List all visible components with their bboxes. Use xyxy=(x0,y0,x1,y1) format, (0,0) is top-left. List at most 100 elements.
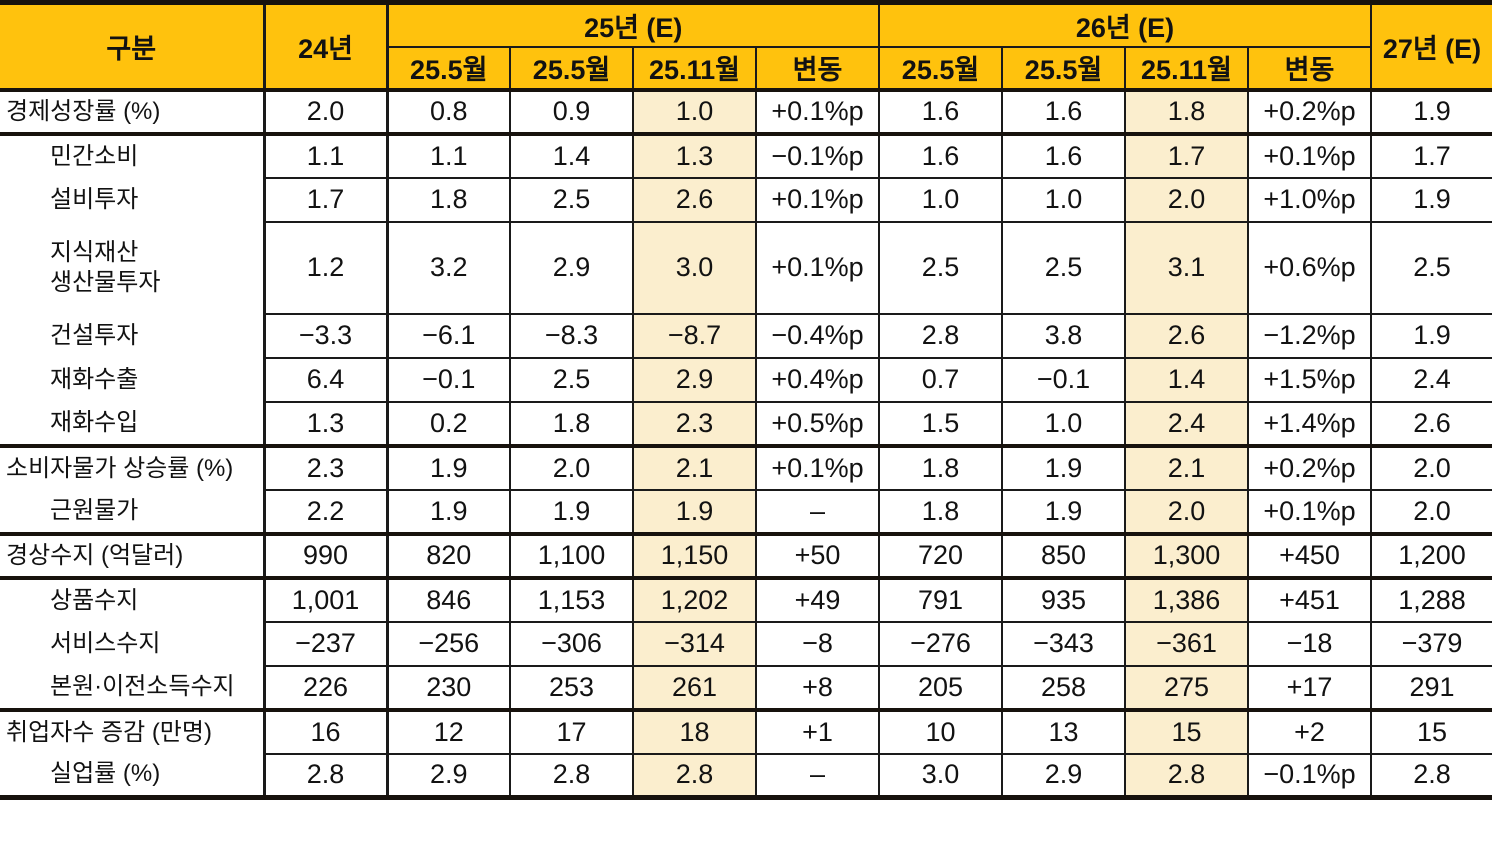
cell: 1.9 xyxy=(1370,87,1492,135)
table-row: 재화수입 1.3 0.2 1.8 2.3 +0.5%p 1.5 1.0 2.4 +1.4%p 2.6 xyxy=(0,400,1492,447)
cell: 1.1 xyxy=(385,131,511,179)
cell-highlighted: 2.0 xyxy=(1124,176,1249,223)
cell: 2.8 xyxy=(509,752,634,799)
cell: 2.4 xyxy=(1370,356,1492,403)
cell: −1.2%p xyxy=(1247,312,1372,359)
cell: +0.1%p xyxy=(755,443,880,491)
cell: +49 xyxy=(755,575,880,623)
cell: 1.8 xyxy=(878,488,1003,535)
cell: 1.9 xyxy=(509,488,634,535)
cell: +0.4%p xyxy=(755,356,880,403)
table-row: 재화수출 6.4 −0.1 2.5 2.9 +0.4%p 0.7 −0.1 1.4 +1.5%p 2… xyxy=(0,356,1492,403)
cell: −8 xyxy=(755,620,880,667)
row-label: 소비자물가 상승률 (%) xyxy=(0,443,265,490)
header-group-25: 25년 (E) xyxy=(385,1,880,48)
cell: 1.1 xyxy=(262,131,388,179)
cell: 2.5 xyxy=(509,176,634,223)
cell: −0.1%p xyxy=(1247,752,1372,799)
header-row-groups: 구분 24년 25년 (E) 26년 (E) 27년 (E) xyxy=(0,1,1492,91)
cell-highlighted: 275 xyxy=(1124,664,1249,711)
cell: −379 xyxy=(1370,620,1492,667)
cell: +0.6%p xyxy=(1247,220,1372,315)
cell-highlighted: 261 xyxy=(632,664,757,711)
cell-highlighted: 1.9 xyxy=(632,488,757,535)
table-row: 설비투자 1.7 1.8 2.5 2.6 +0.1%p 1.0 1.0 2.0 +1.0%p 1.9 xyxy=(0,176,1492,223)
cell: −0.1 xyxy=(385,356,511,403)
cell: −8.3 xyxy=(509,312,634,359)
cell: 1.9 xyxy=(1370,176,1492,223)
table-row: 경상수지 (억달러) 990 820 1,100 1,150 +50 720 850 1,300… xyxy=(0,531,1492,579)
cell: +0.2%p xyxy=(1247,443,1372,491)
cell-highlighted: −361 xyxy=(1124,620,1249,667)
header-group-26: 26년 (E) xyxy=(878,1,1372,48)
cell: 2.6 xyxy=(1370,400,1492,447)
cell-highlighted: 2.4 xyxy=(1124,400,1249,447)
cell-highlighted: 3.1 xyxy=(1124,220,1249,315)
cell-highlighted: 2.6 xyxy=(1124,312,1249,359)
cell: 2.8 xyxy=(878,312,1003,359)
cell: 1.9 xyxy=(1001,488,1126,535)
cell: −237 xyxy=(262,620,388,667)
cell: 0.8 xyxy=(385,87,511,135)
table-row: 소비자물가 상승률 (%) 2.3 1.9 2.0 2.1 +0.1%p 1.8 1.9 2.1… xyxy=(0,443,1492,491)
cell: +0.1%p xyxy=(755,220,880,315)
cell: +2 xyxy=(1247,707,1372,755)
cell: 1.5 xyxy=(878,400,1003,447)
cell: 1.6 xyxy=(1001,87,1126,135)
cell-highlighted: −314 xyxy=(632,620,757,667)
cell: 1.8 xyxy=(878,443,1003,491)
cell: 10 xyxy=(878,707,1003,755)
cell: 2.9 xyxy=(509,220,634,315)
cell: 846 xyxy=(385,575,511,623)
cell: 1.3 xyxy=(262,400,388,447)
cell: 3.8 xyxy=(1001,312,1126,359)
cell: −0.4%p xyxy=(755,312,880,359)
cell: −0.1 xyxy=(1001,356,1126,403)
table-row: 상품수지 1,001 846 1,153 1,202 +49 791 935 1,386 +451… xyxy=(0,575,1492,623)
header-25-may-a: 25.5월 xyxy=(385,45,511,91)
cell: 205 xyxy=(878,664,1003,711)
cell: 2.0 xyxy=(509,443,634,491)
cell: 2.8 xyxy=(1370,752,1492,799)
cell: 0.9 xyxy=(509,87,634,135)
table-row: 근원물가 2.2 1.9 1.9 1.9–1.8 1.9 2.0 +0.1%p 2.0 xyxy=(0,488,1492,535)
header-26-nov: 25.11월 xyxy=(1124,45,1249,91)
cell: −6.1 xyxy=(385,312,511,359)
cell: 3.2 xyxy=(385,220,511,315)
cell: 1,153 xyxy=(509,575,634,623)
cell: 1.2 xyxy=(262,220,388,315)
cell: −256 xyxy=(385,620,511,667)
cell: 12 xyxy=(385,707,511,755)
cell-highlighted: 2.6 xyxy=(632,176,757,223)
cell: 2.0 xyxy=(262,87,388,135)
row-label: 취업자수 증감 (만명) xyxy=(0,707,265,754)
cell: −343 xyxy=(1001,620,1126,667)
cell: 3.0 xyxy=(878,752,1003,799)
cell: +0.1%p xyxy=(1247,131,1372,179)
cell: +0.2%p xyxy=(1247,87,1372,135)
cell-highlighted: 1.7 xyxy=(1124,131,1249,179)
header-row-subcolumns: 25.5월 25.5월 25.11월 변동 25.5월 25.5월 25.11월… xyxy=(0,45,1492,91)
cell: 2.9 xyxy=(1001,752,1126,799)
table-row: 서비스수지 −237 −256 −306 −314 −8 −276 −343 −361 −18 −3… xyxy=(0,620,1492,667)
cell: 1.0 xyxy=(1001,400,1126,447)
row-label: 지식재산 생산물투자 xyxy=(0,221,265,314)
cell-highlighted: 2.0 xyxy=(1124,488,1249,535)
cell: 1.8 xyxy=(385,176,511,223)
cell: 720 xyxy=(878,531,1003,579)
header-year-27: 27년 (E) xyxy=(1370,1,1492,91)
cell: −0.1%p xyxy=(755,131,880,179)
cell: 1.6 xyxy=(878,87,1003,135)
cell: 17 xyxy=(509,707,634,755)
cell: 1.7 xyxy=(262,176,388,223)
cell: −3.3 xyxy=(262,312,388,359)
cell: 1.6 xyxy=(1001,131,1126,179)
cell: +8 xyxy=(755,664,880,711)
cell-highlighted: −8.7 xyxy=(632,312,757,359)
cell: 2.0 xyxy=(1370,443,1492,491)
cell: 1.6 xyxy=(878,131,1003,179)
table-body: 경제성장률 (%) 2.0 0.8 0.9 1.0 +0.1%p 1.6 1.6 1.8 +0.2… xyxy=(0,87,1492,799)
cell: 1.7 xyxy=(1370,131,1492,179)
cell: 2.5 xyxy=(509,356,634,403)
cell: +450 xyxy=(1247,531,1372,579)
